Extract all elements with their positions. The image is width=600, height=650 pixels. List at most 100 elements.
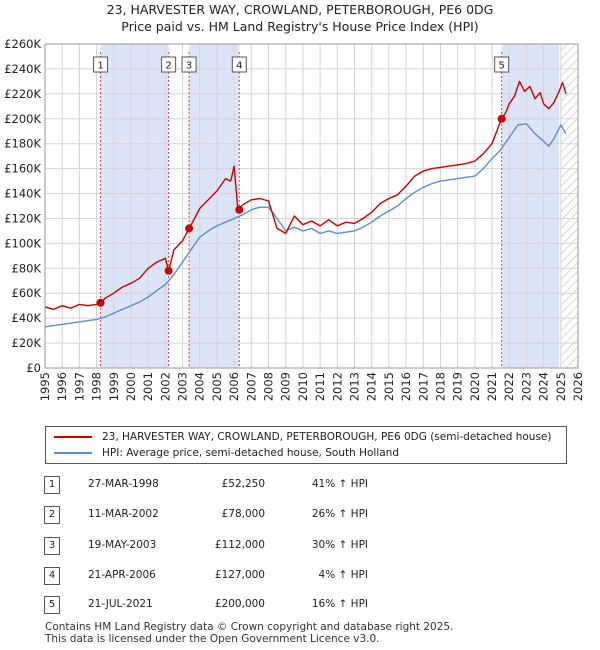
transaction-row: 1 27-MAR-1998 £52,250 41% ↑ HPI [0, 475, 600, 495]
transaction-price: £127,000 [214, 569, 265, 581]
hatched-period [560, 44, 578, 368]
x-tick-label: 2026 [571, 372, 585, 401]
transaction-row: 3 19-MAY-2003 £112,000 30% ↑ HPI [0, 536, 600, 556]
chart-title: 23, HARVESTER WAY, CROWLAND, PETERBOROUG… [106, 2, 494, 17]
property-price-line [44, 80, 567, 311]
transaction-hpi: 16% ↑ HPI [311, 598, 368, 610]
transaction-number: 2 [44, 506, 60, 524]
y-tick-label: £240K [4, 62, 41, 76]
x-tick-label: 2014 [365, 372, 379, 401]
transaction-row: 5 21-JUL-2021 £200,000 16% ↑ HPI [0, 595, 600, 615]
sale-label: 4 [236, 61, 242, 72]
x-tick-label: 2025 [554, 372, 568, 401]
x-tick-label: 2020 [468, 372, 482, 401]
transaction-number: 5 [44, 596, 60, 614]
x-tick-label: 2008 [262, 372, 276, 401]
y-tick-label: £100K [4, 236, 41, 250]
sale-point [96, 298, 105, 307]
sale-label-box [161, 56, 177, 73]
transaction-hpi: 30% ↑ HPI [311, 539, 368, 551]
transaction-date: 27-MAR-1998 [88, 478, 159, 490]
plot-frame [44, 43, 579, 369]
y-tick-label: £260K [4, 37, 41, 51]
x-tick-label: 2011 [313, 372, 327, 401]
y-tick-label: £180K [4, 137, 41, 151]
y-tick-label: £220K [4, 87, 41, 101]
x-tick-label: 1999 [107, 372, 121, 401]
x-tick-label: 2010 [296, 372, 310, 401]
x-tick-label: 2023 [519, 372, 533, 401]
x-tick-label: 2005 [210, 372, 224, 401]
transaction-price: £52,250 [221, 478, 265, 490]
y-tick-label: £80K [12, 261, 42, 275]
x-tick-label: 2001 [141, 372, 155, 401]
sale-label: 2 [165, 61, 171, 72]
x-tick-label: 2016 [399, 372, 413, 401]
x-tick-label: 1995 [38, 372, 52, 401]
x-tick-label: 2004 [193, 372, 207, 401]
legend: 23, HARVESTER WAY, CROWLAND, PETERBOROUG… [45, 426, 567, 464]
transaction-number: 4 [44, 567, 60, 585]
transaction-hpi: 26% ↑ HPI [311, 508, 368, 520]
sale-label: 1 [97, 61, 103, 72]
shaded-period [501, 44, 560, 368]
transaction-date: 21-APR-2006 [88, 569, 156, 581]
x-tick-label: 2012 [330, 372, 344, 401]
sale-label: 3 [186, 61, 192, 72]
legend-hpi-label: HPI: Average price, semi-detached house,… [102, 447, 399, 459]
transaction-price: £112,000 [214, 539, 265, 551]
sale-label-box [181, 56, 197, 73]
transaction-number: 3 [44, 537, 60, 555]
y-tick-label: £60K [12, 286, 42, 300]
transaction-date: 19-MAY-2003 [88, 539, 157, 551]
sale-label-box [93, 56, 109, 73]
sale-label: 5 [498, 61, 504, 72]
transaction-number: 1 [44, 476, 60, 494]
x-tick-label: 2003 [176, 372, 190, 401]
x-tick-label: 1996 [55, 372, 69, 401]
sale-label-box [494, 56, 510, 73]
transaction-date: 21-JUL-2021 [88, 598, 153, 610]
y-tick-label: £200K [4, 112, 41, 126]
x-tick-label: 2018 [433, 372, 447, 401]
x-tick-label: 2024 [537, 372, 551, 401]
x-tick-label: 2019 [451, 372, 465, 401]
x-tick-label: 2021 [485, 372, 499, 401]
sale-point [497, 114, 506, 123]
transaction-price: £78,000 [221, 508, 265, 520]
y-tick-label: £40K [12, 311, 42, 325]
legend-property: 23, HARVESTER WAY, CROWLAND, PETERBOROUG… [46, 429, 552, 445]
sale-point [185, 224, 194, 233]
legend-property-swatch [54, 436, 92, 438]
x-tick-label: 2009 [279, 372, 293, 401]
legend-hpi: HPI: Average price, semi-detached house,… [46, 445, 399, 461]
hpi-line [44, 123, 567, 328]
sale-point [164, 266, 173, 275]
x-tick-label: 1997 [72, 372, 86, 401]
y-tick-label: £160K [4, 162, 41, 176]
transaction-hpi: 4% ↑ HPI [318, 569, 368, 581]
y-tick-label: £140K [4, 187, 41, 201]
y-tick-label: £0 [26, 361, 41, 375]
x-tick-label: 2006 [227, 372, 241, 401]
sale-label-box [231, 56, 247, 73]
x-tick-label: 2000 [124, 372, 138, 401]
chart-subtitle: Price paid vs. HM Land Registry's House … [121, 19, 479, 34]
footer-copyright: Contains HM Land Registry data © Crown c… [45, 621, 454, 633]
x-tick-label: 2015 [382, 372, 396, 401]
transaction-date: 11-MAR-2002 [88, 508, 159, 520]
x-tick-label: 2007 [244, 372, 258, 401]
x-tick-label: 2022 [502, 372, 516, 401]
legend-property-label: 23, HARVESTER WAY, CROWLAND, PETERBOROUG… [102, 431, 552, 443]
transaction-price: £200,000 [214, 598, 265, 610]
x-tick-label: 2017 [416, 372, 430, 401]
price-chart: 1 2 3 4 5 £0 £20K £40K £60K £80K £100K £120K £140K £… [4, 37, 585, 401]
footer-licence: This data is licensed under the Open Gov… [45, 633, 380, 645]
y-tick-label: £20K [12, 336, 42, 350]
shaded-period [100, 44, 169, 368]
transaction-hpi: 41% ↑ HPI [311, 478, 368, 490]
x-tick-label: 2002 [158, 372, 172, 401]
y-tick-label: £120K [4, 211, 41, 225]
sale-point [235, 205, 244, 214]
x-tick-label: 1998 [90, 372, 104, 401]
